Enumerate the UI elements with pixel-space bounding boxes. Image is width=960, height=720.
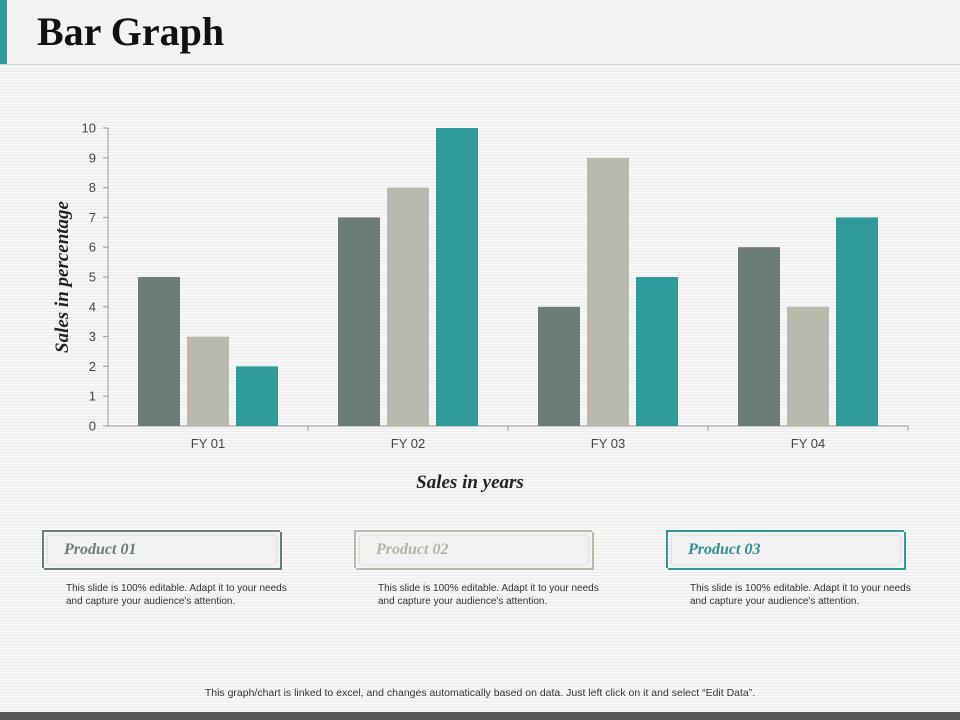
product-card-01: Product 01: [42, 530, 282, 570]
footer-bar: [0, 712, 960, 720]
x-tick-label: FY 01: [191, 436, 225, 451]
y-tick-label: 5: [89, 270, 96, 285]
product-card-02: Product 02: [354, 530, 594, 570]
product-02-description: This slide is 100% editable. Adapt it to…: [378, 583, 599, 607]
product-02-title: Product 02: [376, 541, 449, 558]
y-tick-label: 2: [89, 359, 96, 374]
bar: [587, 157, 629, 427]
bar: [636, 277, 678, 426]
x-tick-label: FY 02: [391, 436, 425, 451]
card-panel: [360, 536, 588, 564]
card-panel: [672, 536, 900, 564]
bar: [338, 217, 380, 426]
card-frame-top: [42, 530, 280, 568]
bar: [538, 306, 580, 426]
card-frame-bottom: [668, 532, 906, 570]
y-tick-label: 6: [89, 240, 96, 255]
bar: [836, 217, 878, 426]
y-tick-label: 8: [89, 180, 96, 195]
card-frame-bottom: [44, 532, 282, 570]
y-tick-label: 0: [89, 419, 96, 434]
title-bar: Bar Graph: [0, 0, 960, 65]
y-tick-label: 4: [89, 299, 96, 314]
product-03-description: This slide is 100% editable. Adapt it to…: [690, 583, 911, 607]
card-panel: [48, 536, 276, 564]
card-frame-top: [666, 530, 904, 568]
y-tick-label: 1: [89, 389, 96, 404]
title-accent-bar: [0, 0, 7, 64]
bar: [387, 187, 429, 426]
y-tick-label: 9: [89, 150, 96, 165]
card-frame-top: [354, 530, 592, 568]
footer-note: This graph/chart is linked to excel, and…: [204, 687, 756, 699]
bar: [187, 336, 229, 426]
x-tick-label: FY 03: [591, 436, 625, 451]
x-axis-title: Sales in years: [416, 472, 524, 493]
product-card-03: Product 03: [666, 530, 906, 570]
y-tick-label: 7: [89, 210, 96, 225]
bar-chart: 0 1 2 3 4 5 6 7 8 9 10 FY 01 FY 02 FY 03 FY 04 Sales in…: [52, 121, 909, 493]
product-01-title: Product 01: [64, 541, 137, 558]
y-tick-label: 3: [89, 329, 96, 344]
bar: [787, 306, 829, 426]
y-axis-title: Sales in percentage: [52, 200, 73, 353]
page-title: Bar Graph: [37, 9, 225, 54]
bar: [138, 277, 180, 426]
bar: [436, 128, 478, 426]
bar: [738, 247, 780, 426]
x-tick-label: FY 04: [791, 436, 825, 451]
product-01-description: This slide is 100% editable. Adapt it to…: [66, 583, 287, 607]
card-frame-bottom: [356, 532, 594, 570]
bar: [236, 366, 278, 426]
y-tick-label: 10: [82, 121, 96, 136]
product-03-title: Product 03: [688, 541, 761, 558]
